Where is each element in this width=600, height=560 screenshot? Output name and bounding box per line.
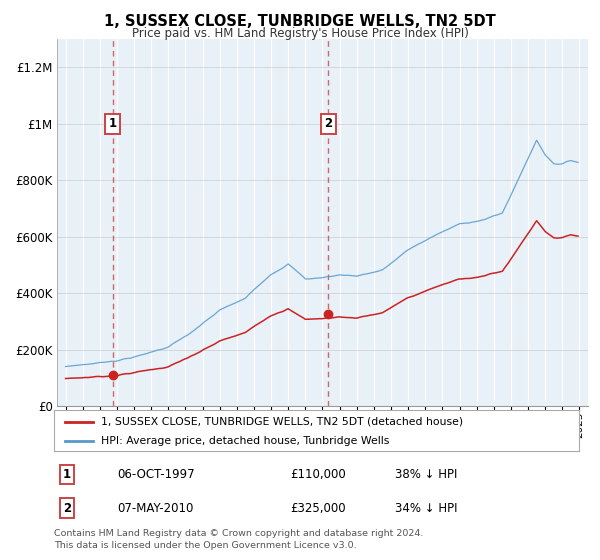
Text: 07-MAY-2010: 07-MAY-2010	[117, 502, 193, 515]
Text: 1, SUSSEX CLOSE, TUNBRIDGE WELLS, TN2 5DT (detached house): 1, SUSSEX CLOSE, TUNBRIDGE WELLS, TN2 5D…	[101, 417, 463, 427]
Text: 1, SUSSEX CLOSE, TUNBRIDGE WELLS, TN2 5DT: 1, SUSSEX CLOSE, TUNBRIDGE WELLS, TN2 5D…	[104, 14, 496, 29]
Text: Contains HM Land Registry data © Crown copyright and database right 2024.
This d: Contains HM Land Registry data © Crown c…	[54, 529, 424, 550]
Text: £110,000: £110,000	[290, 468, 346, 481]
Text: 2: 2	[325, 118, 332, 130]
Text: 1: 1	[109, 118, 117, 130]
Text: Price paid vs. HM Land Registry's House Price Index (HPI): Price paid vs. HM Land Registry's House …	[131, 27, 469, 40]
Text: £325,000: £325,000	[290, 502, 346, 515]
Text: HPI: Average price, detached house, Tunbridge Wells: HPI: Average price, detached house, Tunb…	[101, 436, 389, 446]
Text: 34% ↓ HPI: 34% ↓ HPI	[395, 502, 458, 515]
Text: 1: 1	[63, 468, 71, 481]
Text: 06-OCT-1997: 06-OCT-1997	[117, 468, 194, 481]
Text: 2: 2	[63, 502, 71, 515]
Text: 38% ↓ HPI: 38% ↓ HPI	[395, 468, 458, 481]
